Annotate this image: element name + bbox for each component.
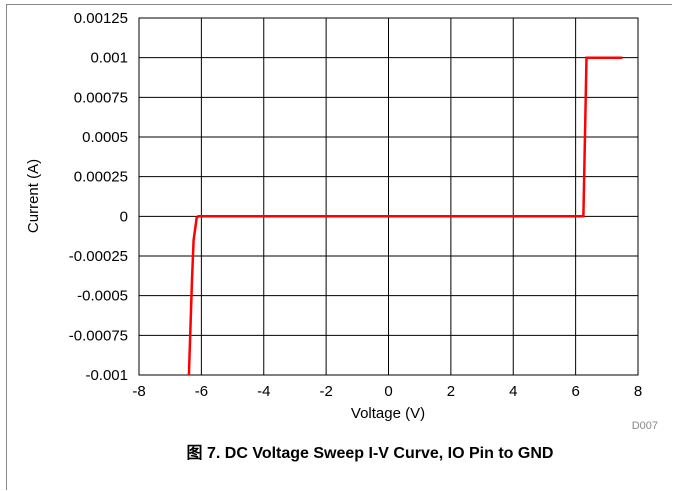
y-tick-label: -0.00075 bbox=[69, 327, 128, 344]
y-tick-label: -0.0005 bbox=[77, 288, 128, 305]
x-tick-label: 4 bbox=[509, 383, 517, 400]
x-tick-labels: -8 -6 -4 -2 0 2 4 6 8 bbox=[132, 383, 642, 400]
y-tick-label: 0.0005 bbox=[82, 129, 128, 146]
x-tick-label: -4 bbox=[257, 383, 270, 400]
x-tick-label: 0 bbox=[384, 383, 392, 400]
y-tick-label: 0.001 bbox=[90, 50, 128, 67]
y-tick-labels: 0.00125 0.001 0.00075 0.0005 0.00025 0 -0.0002… bbox=[69, 10, 128, 384]
y-tick-label: -0.001 bbox=[85, 367, 128, 384]
x-axis-label: Voltage (V) bbox=[351, 405, 425, 422]
x-tick-label: 2 bbox=[447, 383, 455, 400]
x-tick-label: 8 bbox=[634, 383, 642, 400]
x-tick-label: -6 bbox=[195, 383, 208, 400]
y-tick-label: 0 bbox=[120, 208, 128, 225]
x-tick-label: -2 bbox=[319, 383, 332, 400]
series-line bbox=[187, 56, 623, 376]
figure-code: D007 bbox=[632, 420, 658, 432]
x-tick-label: 6 bbox=[571, 383, 579, 400]
y-tick-label: 0.00025 bbox=[74, 169, 128, 186]
y-axis-label: Current (A) bbox=[25, 159, 42, 233]
y-tick-label: 0.00075 bbox=[74, 89, 128, 106]
y-tick-label: 0.00125 bbox=[74, 10, 128, 27]
figure-frame bbox=[6, 4, 672, 490]
x-tick-label: -8 bbox=[132, 383, 145, 400]
y-tick-label: -0.00025 bbox=[69, 248, 128, 265]
figure-caption: 图 7. DC Voltage Sweep I-V Curve, IO Pin … bbox=[187, 444, 554, 462]
